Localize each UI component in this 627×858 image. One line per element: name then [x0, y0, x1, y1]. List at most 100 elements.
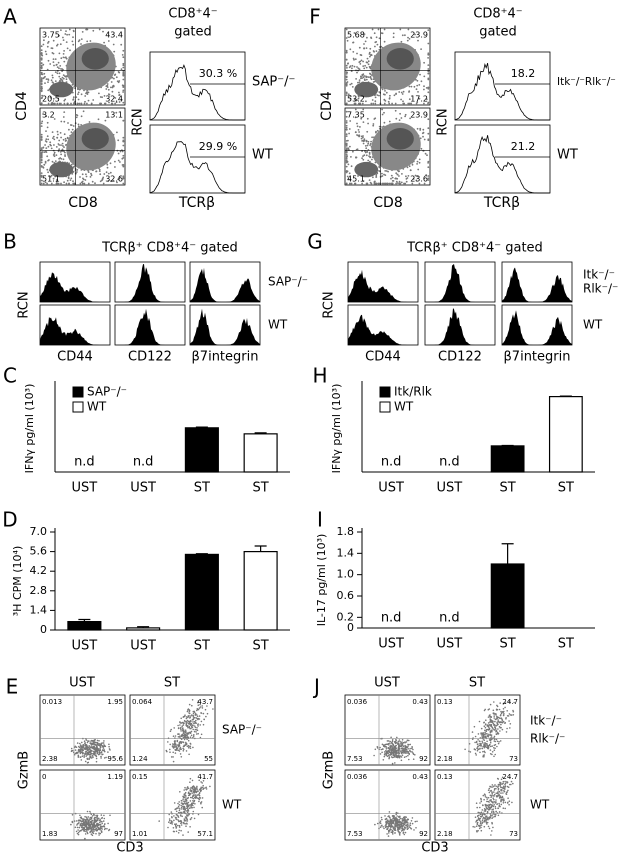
density-dot	[351, 165, 353, 167]
density-dot	[63, 181, 65, 183]
density-dot	[60, 144, 62, 146]
legend-swatch	[73, 402, 83, 412]
density-dot	[53, 136, 55, 138]
scatter-dot	[188, 740, 190, 742]
density-dot	[356, 72, 358, 74]
density-dot	[71, 164, 73, 166]
density-dot	[58, 62, 60, 64]
density-dot	[85, 179, 87, 181]
scatter-dot	[408, 759, 410, 761]
scatter-dot	[190, 818, 192, 820]
density-dot	[60, 57, 62, 59]
density-dot	[100, 180, 102, 182]
quadrant-value: 5.68	[347, 31, 365, 40]
density-dot	[96, 170, 98, 172]
scatter-dot	[474, 742, 476, 744]
density-dot	[349, 48, 351, 50]
scatter-dot	[205, 716, 207, 718]
scatter-dot	[494, 754, 496, 756]
density-dot	[346, 65, 348, 67]
scatter-dot	[400, 817, 402, 819]
density-dot	[99, 170, 101, 172]
scatter-dot	[381, 819, 383, 821]
scatter-dot	[92, 820, 94, 822]
scatter-dot	[185, 734, 187, 736]
scatter-dot	[186, 818, 188, 820]
scatter-dot	[388, 748, 390, 750]
density-dot	[122, 72, 124, 74]
density-dot	[86, 41, 88, 43]
x-tick-label: UST	[437, 481, 463, 496]
quadrant-value: 32.4	[105, 95, 123, 104]
scatter-dot	[490, 834, 492, 836]
scatter-dot	[485, 727, 487, 729]
scatter-dot	[388, 740, 390, 742]
density-dot	[402, 103, 404, 105]
scatter-dot	[395, 752, 397, 754]
scatter-dot	[485, 736, 487, 738]
scatter-dot	[176, 823, 178, 825]
gate-title: gated	[479, 25, 517, 40]
density-dot	[53, 144, 55, 146]
scatter-dot	[199, 799, 201, 801]
axis-label: GzmB	[17, 751, 32, 789]
density-dot	[45, 51, 47, 53]
scatter-dot	[184, 806, 186, 808]
scatter-dot	[387, 750, 389, 752]
scatter-dot	[398, 751, 400, 753]
density-dot	[363, 77, 365, 79]
scatter-dot	[78, 755, 80, 757]
scatter-dot	[415, 827, 417, 829]
scatter-dot	[395, 745, 397, 747]
scatter-dot	[189, 794, 191, 796]
density-dot	[389, 121, 391, 123]
density-dot	[398, 91, 400, 93]
scatter-dot	[88, 759, 90, 761]
scatter-dot	[176, 749, 178, 751]
density-dot	[366, 183, 368, 185]
scatter-dot	[505, 783, 507, 785]
scatter-dot	[396, 815, 398, 817]
density-dot	[362, 137, 364, 139]
density-dot	[383, 112, 385, 114]
scatter-dot	[192, 721, 194, 723]
scatter-dot	[172, 756, 174, 758]
scatter-dot	[386, 833, 388, 835]
panel-letter: B	[3, 230, 17, 254]
density-dot	[64, 133, 66, 135]
density-blob	[82, 128, 109, 150]
panel-letter: I	[317, 508, 323, 532]
scatter-dot	[174, 742, 176, 744]
scatter-dot	[92, 835, 94, 837]
scatter-dot	[173, 735, 175, 737]
quadrant-value: 23.9	[410, 111, 428, 120]
scatter-dot	[503, 786, 505, 788]
density-dot	[58, 158, 60, 160]
density-dot	[392, 177, 394, 179]
gate-value: 29.9 %	[199, 140, 237, 153]
density-dot	[55, 71, 57, 73]
scatter-dot	[487, 812, 489, 814]
scatter-dot	[95, 754, 97, 756]
density-dot	[41, 45, 43, 47]
scatter-dot	[404, 741, 406, 743]
scatter-dot	[405, 816, 407, 818]
density-dot	[397, 174, 399, 176]
density-dot	[108, 40, 110, 42]
scatter-dot	[497, 793, 499, 795]
density-dot	[42, 64, 44, 66]
density-dot	[92, 181, 94, 183]
density-dot	[346, 85, 348, 87]
scatter-dot	[504, 707, 506, 709]
x-tick-label: ST	[558, 637, 574, 652]
scatter-dot	[488, 722, 490, 724]
scatter-dot	[189, 717, 191, 719]
scatter-dot	[192, 725, 194, 727]
scatter-dot	[205, 709, 207, 711]
quadrant-value: 0.036	[347, 698, 368, 706]
density-dot	[51, 47, 53, 49]
scatter-dot	[401, 818, 403, 820]
scatter-dot	[492, 827, 494, 829]
density-dot	[52, 137, 54, 139]
scatter-dot	[186, 789, 188, 791]
